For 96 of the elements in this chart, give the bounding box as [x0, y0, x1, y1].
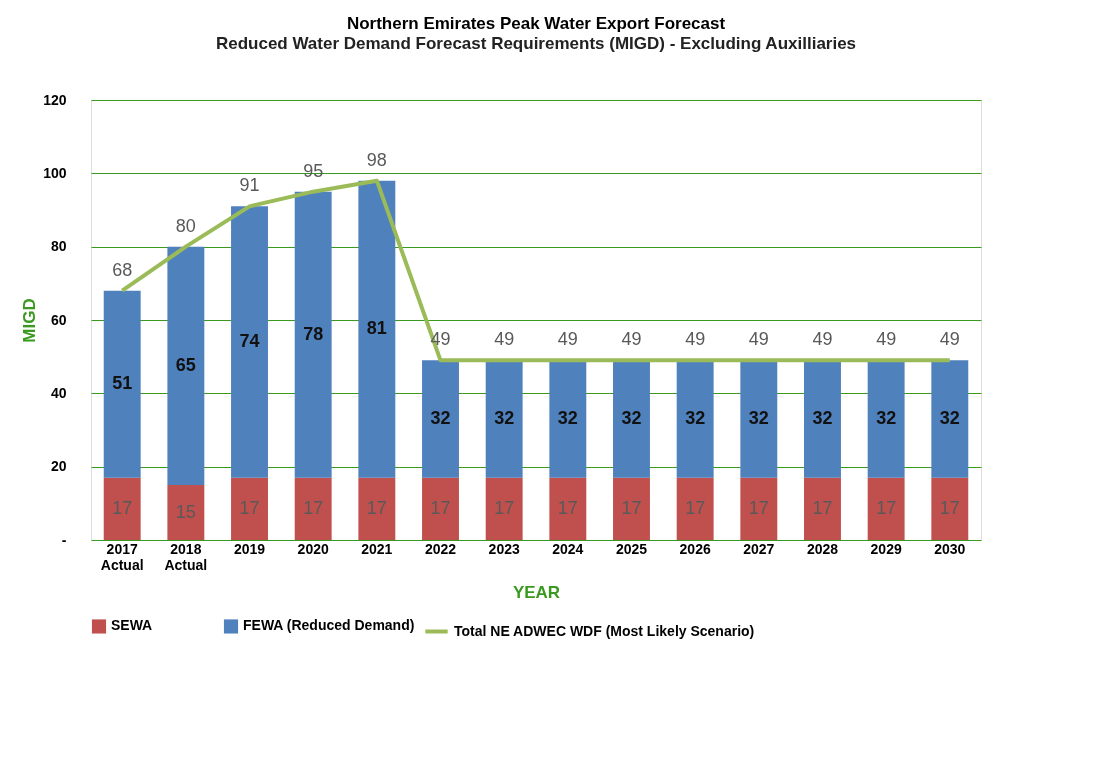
legend-label: SEWA — [111, 617, 153, 634]
data-label: 49 — [557, 329, 578, 350]
data-label: 32 — [748, 408, 769, 428]
bar — [804, 360, 841, 478]
data-label: 17 — [748, 497, 769, 518]
data-label: 17 — [557, 497, 578, 518]
x-tick-label: 2025 — [615, 540, 648, 557]
data-label: 17 — [812, 497, 833, 518]
bar — [549, 477, 587, 540]
data-label: 17 — [430, 497, 451, 518]
y-tick-label: 100 — [43, 164, 67, 181]
data-label: 98 — [366, 149, 387, 170]
y-tick-label: - — [61, 531, 67, 548]
data-label: 17 — [366, 497, 387, 518]
bar — [613, 477, 650, 540]
x-tick-label: 2024 — [552, 540, 584, 557]
bar — [485, 477, 523, 540]
x-tick-label: 2022 — [424, 540, 457, 557]
bar — [931, 360, 969, 478]
data-label: 17 — [112, 497, 133, 518]
data-label: 80 — [175, 215, 196, 236]
legend-label: FEWA (Reduced Demand) — [243, 617, 415, 634]
bar — [676, 360, 714, 478]
data-label: 51 — [112, 373, 133, 394]
data-label: 17 — [685, 497, 706, 518]
bar — [422, 360, 459, 478]
x-tick-label: 2018 Actual — [164, 540, 208, 573]
data-label: 17 — [303, 497, 324, 518]
data-label: 17 — [939, 497, 960, 518]
x-tick-label: 2029 — [870, 540, 902, 557]
data-label: 17 — [239, 497, 260, 518]
bar — [231, 206, 268, 478]
x-tick-label: 2026 — [679, 540, 711, 557]
data-label: 49 — [748, 329, 769, 350]
bar — [358, 180, 396, 478]
data-label: 32 — [812, 408, 833, 428]
data-label: 17 — [876, 497, 897, 518]
data-label: 49 — [621, 329, 642, 350]
data-label: 78 — [303, 323, 324, 344]
bar — [676, 477, 714, 540]
bar — [613, 360, 650, 478]
bar — [103, 290, 141, 478]
bar — [549, 360, 587, 478]
bar — [867, 477, 905, 540]
data-label: 74 — [239, 331, 260, 351]
data-label: 68 — [112, 259, 133, 280]
chart-subtitle: Reduced Water Demand Forecast Requirements (MIGD) - Excluding Auxilliaries — [215, 34, 857, 53]
x-tick-label: 2020 — [297, 540, 329, 557]
x-tick-label: 2027 — [743, 540, 775, 557]
bar — [804, 477, 841, 540]
bar — [485, 360, 523, 478]
data-label: 49 — [812, 329, 833, 350]
y-axis-title: MIGD — [20, 298, 40, 343]
data-label: 91 — [239, 175, 260, 196]
y-tick-label: 20 — [50, 458, 67, 475]
data-label: 49 — [494, 329, 515, 350]
data-label: 32 — [621, 408, 642, 428]
data-label: 32 — [557, 408, 578, 428]
data-label: 32 — [876, 408, 897, 428]
data-label: 15 — [175, 501, 196, 522]
bar — [740, 360, 778, 478]
data-label: 49 — [685, 329, 706, 350]
bar — [167, 246, 205, 485]
bar — [931, 477, 969, 540]
x-tick-label: 2021 — [361, 540, 393, 557]
data-label: 49 — [876, 329, 897, 350]
y-tick-label: 60 — [50, 311, 67, 328]
x-tick-label: 2023 — [488, 540, 520, 557]
data-label: 81 — [366, 318, 387, 339]
data-label: 32 — [494, 408, 515, 428]
y-tick-label: 80 — [50, 238, 67, 255]
legend-label: Total NE ADWEC WDF (Most Likely Scenario) — [454, 622, 755, 639]
data-label: 49 — [939, 329, 960, 350]
bar — [867, 360, 905, 478]
data-label: 32 — [939, 408, 960, 428]
bar — [358, 477, 396, 540]
x-tick-label: 2019 — [233, 540, 266, 557]
y-tick-label: 40 — [50, 384, 67, 401]
data-label: 65 — [175, 354, 196, 375]
x-tick-label: 2028 — [806, 540, 839, 557]
bar — [294, 191, 332, 478]
bar — [103, 477, 141, 540]
bar — [167, 485, 205, 540]
data-label: 32 — [685, 408, 706, 428]
x-axis-title: YEAR — [512, 582, 561, 602]
x-tick-label: 2017 Actual — [100, 540, 144, 573]
bar — [740, 477, 778, 540]
data-label: 17 — [494, 497, 515, 518]
bar — [422, 477, 459, 540]
chart-title: Northern Emirates Peak Water Export Forecast — [346, 14, 726, 33]
y-tick-label: 120 — [43, 91, 67, 108]
bar — [294, 477, 332, 540]
x-tick-label: 2030 — [934, 540, 966, 557]
bar — [231, 477, 268, 540]
data-label: 17 — [621, 497, 642, 518]
data-label: 32 — [430, 408, 451, 428]
